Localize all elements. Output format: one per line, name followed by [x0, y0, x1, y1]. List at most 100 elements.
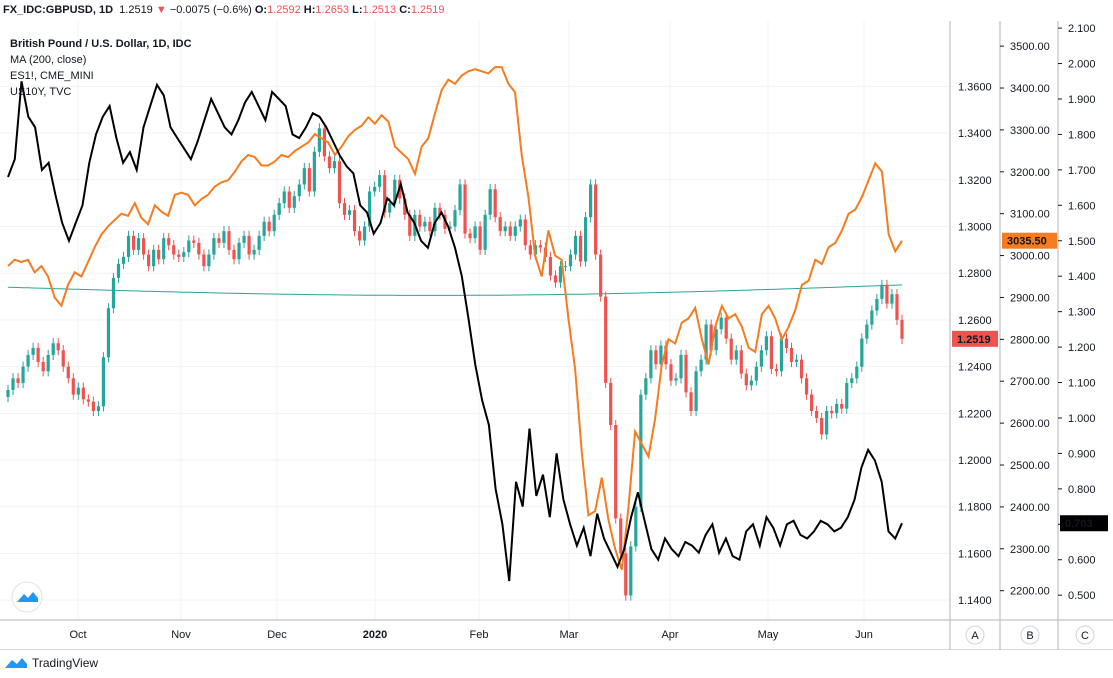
candle-body	[558, 266, 563, 283]
time-axis[interactable]: Oct Nov Dec 2020 Feb Mar Apr May Jun	[69, 629, 872, 641]
candle-body	[317, 128, 321, 152]
us10y-line	[7, 81, 903, 582]
es-tick-label: 3300.00	[1010, 125, 1050, 137]
es-tick-label: 3400.00	[1010, 83, 1050, 95]
es-line	[7, 66, 903, 571]
candle-body	[247, 235, 251, 255]
candle-body	[453, 210, 457, 227]
candle-body	[835, 403, 839, 414]
candle-body	[689, 392, 693, 411]
scale-buttons[interactable]: A B C	[965, 625, 1095, 645]
candle-body	[71, 378, 75, 395]
open-value: 1.2592	[267, 4, 301, 16]
candle-body	[724, 317, 728, 339]
legend-us10y[interactable]: US10Y, TVC	[10, 86, 71, 98]
candle-body	[674, 378, 678, 381]
candle-body	[684, 354, 688, 393]
candle-body	[784, 338, 789, 348]
legend-title: British Pound / U.S. Dollar, 1D, IDC	[10, 38, 192, 50]
chart-background	[0, 21, 1113, 650]
candle-body	[624, 553, 628, 596]
candle-body	[46, 354, 50, 372]
candle-body	[754, 366, 758, 381]
es-tick-label: 3000.00	[1010, 251, 1050, 263]
candle-body	[729, 338, 733, 360]
high-label: H:	[303, 4, 316, 16]
candle-body	[393, 179, 397, 204]
legend-es[interactable]: ES1!, CME_MINI	[10, 70, 94, 82]
es-last-label-bg	[1002, 232, 1057, 249]
scale-button-c[interactable]: C	[1081, 630, 1089, 642]
candle-body	[357, 231, 362, 241]
candle-body	[337, 161, 342, 204]
last-price-labels: 3035.50 1.2519 0.703	[952, 232, 1108, 532]
candle-body	[56, 343, 60, 351]
candle-body	[875, 298, 879, 311]
es-axis[interactable]: 2200.00 2300.00 2400.00 2500.00 2600.00 2700.…	[1000, 41, 1050, 598]
candle-body	[679, 354, 683, 379]
us10y-tick-label: 1.600	[1068, 200, 1096, 212]
open-label: O:	[254, 4, 268, 16]
us10y-axis[interactable]: 0.5000.6000.7000.8000.9001.0001.1001.200…	[1058, 23, 1096, 602]
candle-body	[463, 184, 467, 234]
us10y-tick-label: 1.700	[1068, 165, 1096, 177]
time-tick-label: Apr	[661, 629, 678, 641]
candle-body	[66, 366, 70, 379]
candle-body	[86, 399, 90, 402]
legend-ma[interactable]: MA (200, close)	[10, 54, 86, 66]
tradingview-brand-icon	[5, 658, 27, 668]
brand-name[interactable]: TradingView	[32, 656, 99, 670]
gbpusd-tick-label: 1.2600	[958, 315, 992, 327]
candle-body	[774, 368, 779, 372]
candle-body	[106, 308, 111, 358]
candle-body	[659, 345, 663, 365]
time-tick-label: Oct	[69, 629, 86, 641]
candle-body	[51, 343, 55, 355]
candle-body	[282, 191, 286, 204]
tradingview-logo-button[interactable]	[11, 581, 43, 613]
price-chart[interactable]: 1.1400 1.1600 1.1800 1.2000 1.2200 1.2400 1.26…	[0, 0, 1113, 650]
candle-body	[242, 235, 246, 243]
grid	[0, 21, 950, 620]
legend: British Pound / U.S. Dollar, 1D, IDC MA …	[10, 38, 192, 98]
es-tick-label: 3200.00	[1010, 167, 1050, 179]
scale-button-a[interactable]: A	[971, 630, 979, 642]
us10y-tick-label: 1.300	[1068, 307, 1096, 319]
low-value: 1.2513	[362, 4, 397, 16]
candle-body	[815, 410, 819, 418]
candle-body	[634, 506, 638, 547]
candle-body	[473, 226, 477, 239]
candle-body	[503, 226, 507, 232]
candle-body	[292, 196, 296, 208]
ma-line	[7, 284, 903, 296]
es-tick-label: 2500.00	[1010, 460, 1050, 472]
candle-body	[272, 214, 276, 232]
candle-body	[609, 382, 613, 426]
es-tick-label: 2400.00	[1010, 502, 1050, 514]
gbpusd-axis[interactable]: 1.1400 1.1600 1.1800 1.2000 1.2200 1.2400 1.26…	[958, 81, 992, 607]
low-label: L:	[352, 4, 363, 16]
candle-body	[518, 219, 522, 227]
candle-body	[418, 214, 422, 227]
gbpusd-tick-label: 1.3600	[958, 81, 992, 93]
scale-button-b[interactable]: B	[1026, 630, 1033, 642]
us10y-tick-label: 1.800	[1068, 129, 1096, 141]
candle-body	[152, 249, 156, 267]
candle-body	[739, 350, 743, 374]
candle-body	[76, 387, 80, 395]
candle-body	[719, 317, 723, 330]
candle-body	[664, 345, 668, 365]
ma-200-line	[7, 284, 903, 296]
us10y-tick-label: 0.900	[1068, 448, 1096, 460]
us10y-tick-label: 1.200	[1068, 342, 1096, 354]
candle-body	[287, 191, 291, 208]
candle-body	[423, 221, 427, 227]
candle-body	[880, 284, 884, 299]
candle-body	[6, 389, 10, 397]
candle-body	[167, 238, 171, 246]
candle-body	[714, 329, 718, 351]
footer: TradingView	[4, 656, 98, 670]
candle-body	[573, 235, 578, 255]
symbol-name[interactable]: FX_IDC:GBPUSD, 1D	[3, 4, 114, 16]
candle-body	[172, 245, 176, 255]
